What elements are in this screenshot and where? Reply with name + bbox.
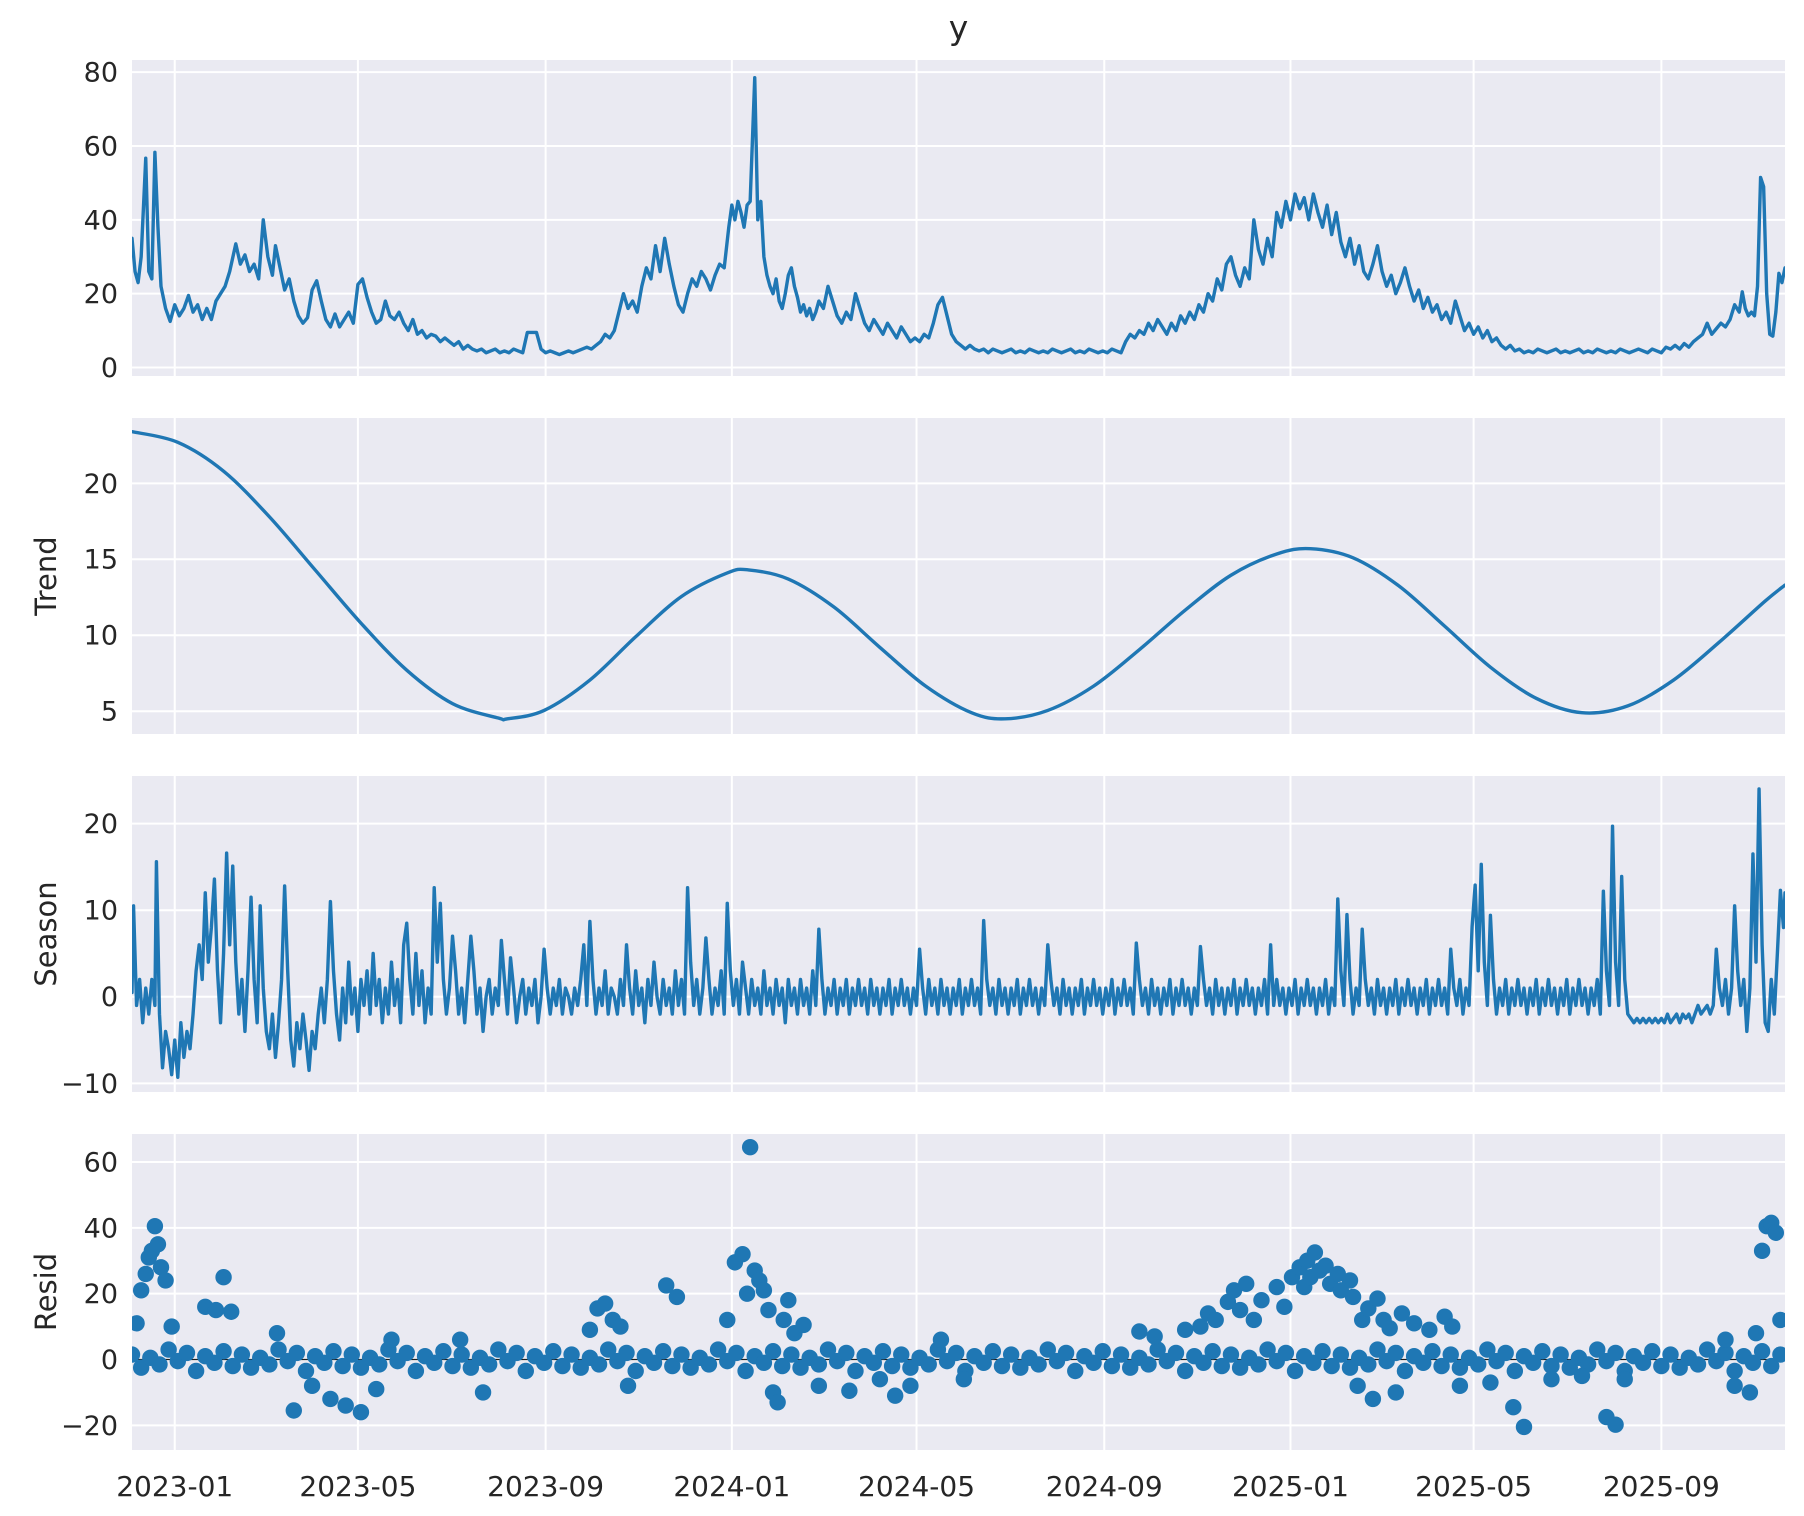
season-series [132, 787, 1785, 1079]
trend-ytick: 5 [101, 697, 118, 728]
resid-ytick: 0 [101, 1345, 118, 1376]
panel-resid: −20 0 20 40 60 [61, 1134, 1785, 1450]
observed-ytick: 60 [84, 131, 118, 162]
chart-title: y [948, 8, 969, 47]
resid-ytick: 60 [84, 1147, 118, 1178]
x-tick: 2023-09 [487, 1470, 604, 1503]
observed-ytick: 20 [84, 279, 118, 310]
trend-ytick: 10 [84, 621, 118, 652]
x-axis-tick-labels: 2023-01 2023-05 2023-09 2024-01 2024-05 2024-… [116, 1470, 1720, 1503]
observed-ytick: 0 [101, 353, 118, 384]
x-tick: 2025-09 [1603, 1470, 1720, 1503]
x-tick: 2024-09 [1046, 1470, 1163, 1503]
resid-ytick: 20 [84, 1279, 118, 1310]
trend-series [132, 429, 1785, 722]
x-tick: 2024-05 [858, 1470, 975, 1503]
resid-ytick: −20 [61, 1411, 118, 1442]
resid-series [132, 1138, 1785, 1436]
x-tick: 2023-05 [299, 1470, 416, 1503]
panel-season: −10 0 10 20 [61, 776, 1785, 1100]
observed-series [132, 76, 1785, 357]
resid-ytick: 40 [84, 1213, 118, 1244]
observed-ytick: 40 [84, 205, 118, 236]
season-ytick: 0 [101, 982, 118, 1013]
season-ytick: −10 [61, 1069, 118, 1100]
panel-trend: 5 10 15 20 [84, 418, 1785, 734]
trend-ytick: 20 [84, 469, 118, 500]
x-tick: 2024-01 [673, 1470, 790, 1503]
x-tick: 2025-05 [1415, 1470, 1532, 1503]
panel-observed: 0 20 40 60 80 [84, 58, 1785, 384]
season-ytick: 20 [84, 809, 118, 840]
x-tick: 2025-01 [1232, 1470, 1349, 1503]
observed-ytick: 80 [84, 58, 118, 89]
season-ytick: 10 [84, 896, 118, 927]
x-tick: 2023-01 [116, 1470, 233, 1503]
trend-ytick: 15 [84, 545, 118, 576]
